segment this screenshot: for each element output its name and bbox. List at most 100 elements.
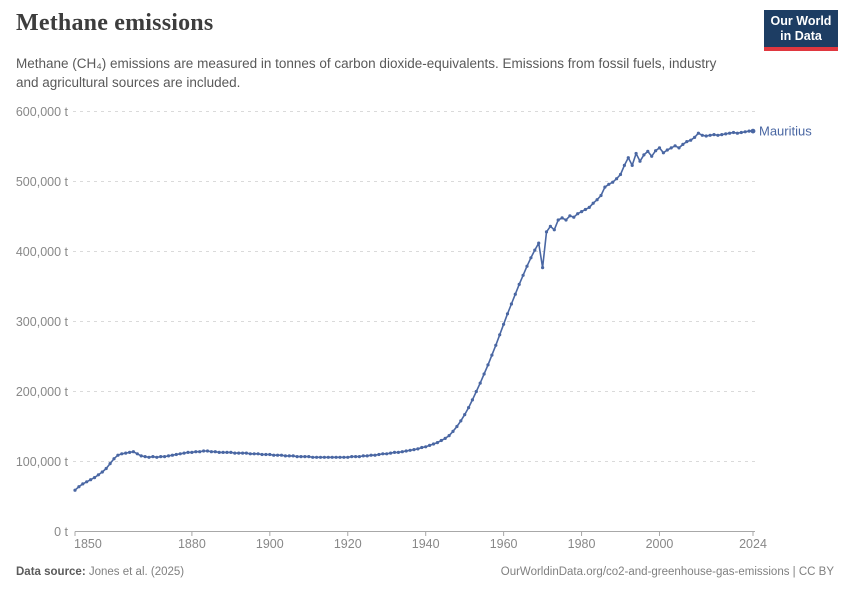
series-point [603,185,607,189]
series-point [728,131,732,135]
series-point [128,450,132,454]
series-point [342,455,346,459]
y-axis-tick-label: 100,000 t [16,455,69,469]
series-point [455,424,459,429]
series-point [607,182,611,186]
series-point [221,450,225,454]
series-point [424,445,428,449]
series-point [654,149,658,153]
chart-title: Methane emissions [16,10,214,36]
series-point [498,333,502,337]
y-axis-tick-label: 500,000 t [16,175,69,189]
series-point [630,163,634,167]
series-point [435,441,439,445]
series-point [669,146,673,150]
series-point [135,452,139,456]
x-axis-tick-label: 1850 [74,537,102,551]
series-point [85,480,89,484]
x-axis-tick-label: 1940 [412,537,440,551]
series-point [170,453,174,457]
x-axis-tick-label: 1960 [490,537,518,551]
data-source: Data source: Jones et al. (2025) [16,566,184,578]
series-point [689,138,693,142]
series-point [447,434,451,438]
footer-citation-link[interactable]: OurWorldinData.org/co2-and-greenhouse-ga… [500,566,834,578]
series-point [198,450,202,454]
series-point [634,151,638,156]
series-point [174,452,178,457]
series-point [182,451,186,455]
series-point [229,450,233,454]
series-point [685,140,689,144]
series-point [509,302,513,306]
series-point [591,201,595,205]
series-point [533,248,537,252]
series-point [470,398,474,402]
series-point [194,450,198,454]
series-point [365,454,369,458]
series-point [739,130,743,135]
series-point [443,436,447,440]
series-point [369,453,373,457]
series-point [166,454,171,458]
chart-footer: Data source: Jones et al. (2025) OurWorl… [16,566,834,578]
chart-subtitle: Methane (CH₄) emissions are measured in … [16,56,717,90]
series-point [89,478,93,482]
series-point [502,322,506,326]
series-point [315,455,319,459]
y-axis-tick-label: 600,000 t [16,105,69,119]
series-point [307,455,311,459]
series-point [474,389,478,394]
series-point [291,454,295,458]
series-point [279,453,284,457]
series-point [673,144,677,148]
series-point [217,450,221,454]
series-point [541,266,545,270]
series-point [700,133,704,137]
series-point [256,452,260,456]
series-point [322,455,326,459]
series-point [334,455,338,459]
series-point [77,485,81,489]
series-point [642,153,646,157]
series-point [560,216,564,220]
series-point [665,148,669,152]
series-point [143,455,147,459]
series-point [576,212,580,216]
series-point [392,450,397,454]
series-point [381,452,385,456]
x-axis-tick-label: 2024 [739,537,767,551]
series-point [396,450,400,454]
series-point [338,455,342,459]
y-axis-tick-label: 300,000 t [16,315,69,329]
series-point [517,282,521,286]
series-point [704,134,708,138]
series-point [116,453,120,457]
series-line [74,130,753,491]
series-point [213,450,217,454]
series-point [572,215,576,219]
series-point [104,466,108,471]
series-point [205,449,210,453]
y-axis-tick-label: 0 t [54,525,68,539]
series-point [237,451,241,455]
y-axis-tick-label: 200,000 t [16,385,69,399]
series-point [420,445,424,450]
owid-logo-line1: Our World [770,14,832,28]
series-point [357,455,361,459]
series-point [346,455,350,459]
owid-logo[interactable]: Our World in Data [764,10,838,51]
series-point [73,488,77,492]
series-point [295,455,299,459]
series-entity-label[interactable]: Mauritius [759,124,812,139]
series-point [241,451,245,455]
series-point [439,438,443,443]
series-point [513,292,517,296]
series-point [311,455,315,459]
series-point [350,455,354,459]
series-point [622,163,627,167]
x-axis-tick-label: 1880 [178,537,206,551]
series-point [587,205,591,209]
